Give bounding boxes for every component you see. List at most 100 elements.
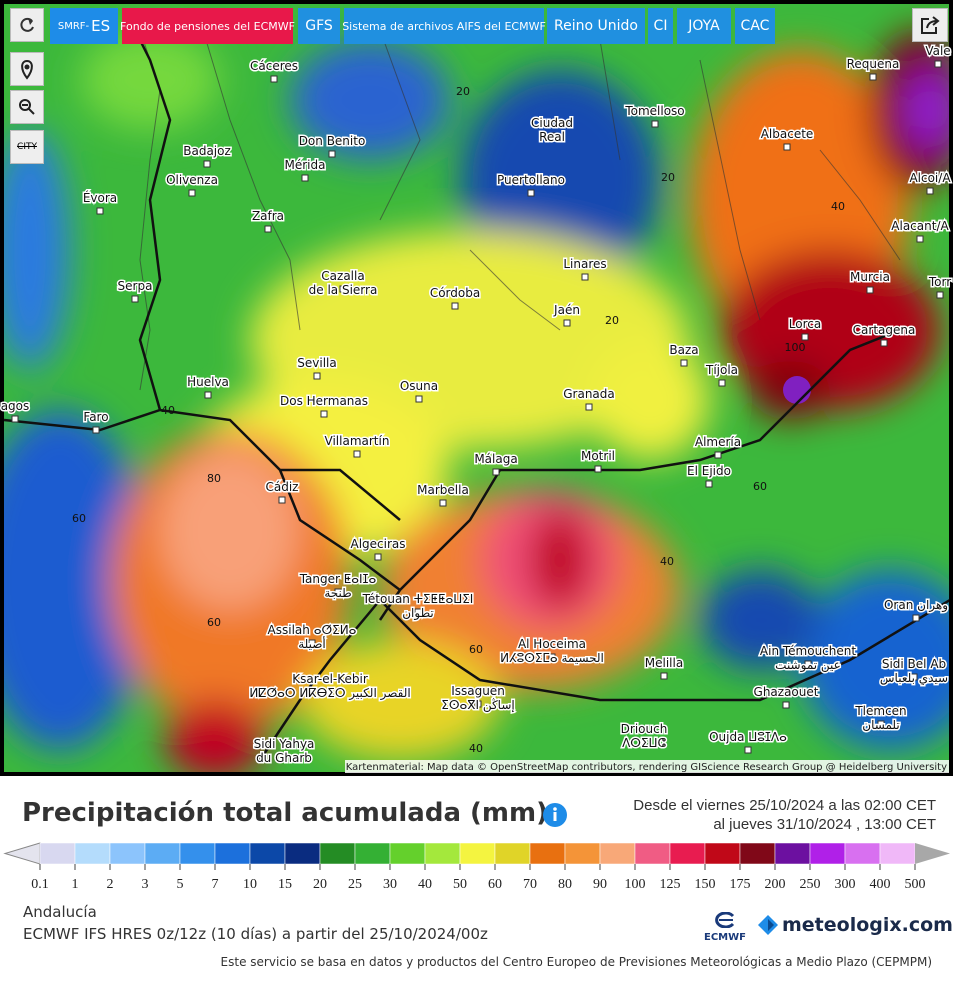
model-button[interactable]: CI xyxy=(648,8,673,44)
model-button[interactable]: Fondo de pensiones del ECMWF xyxy=(120,8,295,44)
city-label: Sidi Bel Ab xyxy=(882,657,946,671)
contour-label: 60 xyxy=(207,616,221,629)
scale-swatch xyxy=(879,842,916,865)
city-dot xyxy=(563,319,571,327)
legend-title: Precipitación total acumulada (mm) xyxy=(22,798,548,828)
city-label: Baza xyxy=(669,343,698,357)
city-label-alt: سيدي بلعباس xyxy=(880,671,948,686)
model-button[interactable]: SMRF- ES xyxy=(50,8,118,44)
model-button[interactable]: Reino Unido xyxy=(547,8,645,44)
city-label-alt: تطوان xyxy=(402,606,434,621)
city-label: Requena xyxy=(847,57,900,71)
brand-logo[interactable]: meteologix.com xyxy=(757,914,953,936)
city-dot xyxy=(474,700,482,708)
scale-arrow-high xyxy=(915,843,950,864)
scale-swatch xyxy=(459,842,496,865)
city-dot xyxy=(783,143,791,151)
city-label: Alacant/A xyxy=(891,219,949,233)
city-label: Córdoba xyxy=(430,286,480,300)
ecmwf-mark xyxy=(715,911,735,929)
city-dot xyxy=(594,465,602,473)
city-dot xyxy=(926,187,934,195)
contour-label: 40 xyxy=(660,555,674,568)
scale-swatch xyxy=(144,842,181,865)
zoom-button[interactable] xyxy=(10,90,44,124)
city-dot xyxy=(527,189,535,197)
city-label: Málaga xyxy=(474,452,517,466)
city-label-alt: ⵍⵇⵚⴰⵔ ⵍⴽⴱⵉⵔ القصر الكبير xyxy=(249,686,410,701)
city-label: Al Hoceima xyxy=(518,637,586,651)
scale-swatch xyxy=(214,842,251,865)
scale-swatch xyxy=(319,842,356,865)
map: Cáceres Badajoz Mérida Don Benito Olivenza Év… xyxy=(0,0,953,776)
city-dot xyxy=(880,339,888,347)
ecmwf-logo: ECMWF xyxy=(700,911,750,943)
city-label: Almería xyxy=(695,435,741,449)
scale-label: 400 xyxy=(870,877,891,892)
scale-label: 100 xyxy=(625,877,646,892)
city-dot xyxy=(270,75,278,83)
city-dot xyxy=(328,150,336,158)
scale-swatch xyxy=(249,842,286,865)
scale-swatch xyxy=(529,842,566,865)
city-label: Albacete xyxy=(761,127,814,141)
button-label: ES xyxy=(91,17,111,35)
city-label: Badajoz xyxy=(183,144,231,158)
share-button[interactable] xyxy=(912,8,948,42)
city-label: Lorca xyxy=(789,317,821,331)
city-label-alt: طنجة xyxy=(324,586,351,600)
scale-label: 125 xyxy=(660,877,681,892)
city-label: Oujda ⵡⵓⵊⴷⴰ xyxy=(709,730,787,744)
city-dot xyxy=(869,73,877,81)
scale-label: 25 xyxy=(348,877,362,892)
contour-label: 80 xyxy=(207,472,221,485)
city-dot xyxy=(451,302,459,310)
scale-label: 60 xyxy=(488,877,502,892)
city-label: Cartagena xyxy=(853,323,916,337)
city-label-alt: تلمسان xyxy=(862,718,899,732)
city-label: Oran وهران xyxy=(884,598,948,613)
pin-icon xyxy=(21,59,33,80)
city-label: Driouch xyxy=(621,722,668,736)
model-button[interactable]: JOYA xyxy=(677,8,731,44)
ecmwf-text: ECMWF xyxy=(704,932,746,943)
city-toggle[interactable]: CITY xyxy=(10,130,44,164)
region: Andalucía xyxy=(23,903,97,921)
scale-label: 175 xyxy=(730,877,751,892)
city-label: Assilah ⴰⵚⵉⵍⴰ xyxy=(268,623,357,637)
city-label: Cádiz xyxy=(266,480,299,494)
color-scale: 0.1 1 2 3 5 7 10 15 20 25 30 40 50 60 70 80 90 100 125 150 1… xyxy=(3,842,950,892)
scale-swatch xyxy=(599,842,636,865)
attribution: Kartenmaterial: Map data © OpenStreetMap… xyxy=(346,762,947,773)
city-label: Tlemcen xyxy=(854,704,906,718)
city-label: Ksar-el-Kebir xyxy=(292,672,368,686)
scale-swatch xyxy=(704,842,741,865)
city-dot xyxy=(96,207,104,215)
city-label: Marbella xyxy=(417,483,469,497)
scale-swatch xyxy=(74,842,111,865)
city-label: Huelva xyxy=(187,375,229,389)
city-dot xyxy=(804,660,812,668)
share-icon xyxy=(921,16,940,34)
city-dot xyxy=(308,639,316,647)
contour-label: 100 xyxy=(785,341,806,354)
city-label-alt: ⵍⵃⵓⵙⵉⵎⴰ الحسيمة xyxy=(500,651,604,665)
refresh-button[interactable] xyxy=(10,8,44,42)
city-dot xyxy=(934,60,942,68)
model-button[interactable]: GFS xyxy=(298,8,340,44)
contour-label: 40 xyxy=(469,742,483,755)
button-prefix: SMRF- xyxy=(57,20,90,32)
model-button[interactable]: Sistema de archivos AIFS del ECMWF xyxy=(342,8,546,44)
model-info: ECMWF IFS HRES 0z/12z (10 días) a partir… xyxy=(23,925,488,943)
scale-label: 80 xyxy=(558,877,572,892)
city-dot xyxy=(718,379,726,387)
info-icon[interactable] xyxy=(541,801,569,829)
scale-swatch xyxy=(424,842,461,865)
brand-text: meteologix.com xyxy=(782,914,953,936)
scale-swatch xyxy=(809,842,846,865)
scale-swatch xyxy=(284,842,321,865)
location-button[interactable] xyxy=(10,52,44,86)
scale-swatch xyxy=(634,842,671,865)
city-label-alt: ⵉⵙⴰⴳⵏ إساڭن xyxy=(441,698,514,713)
model-button[interactable]: CAC xyxy=(735,8,775,44)
